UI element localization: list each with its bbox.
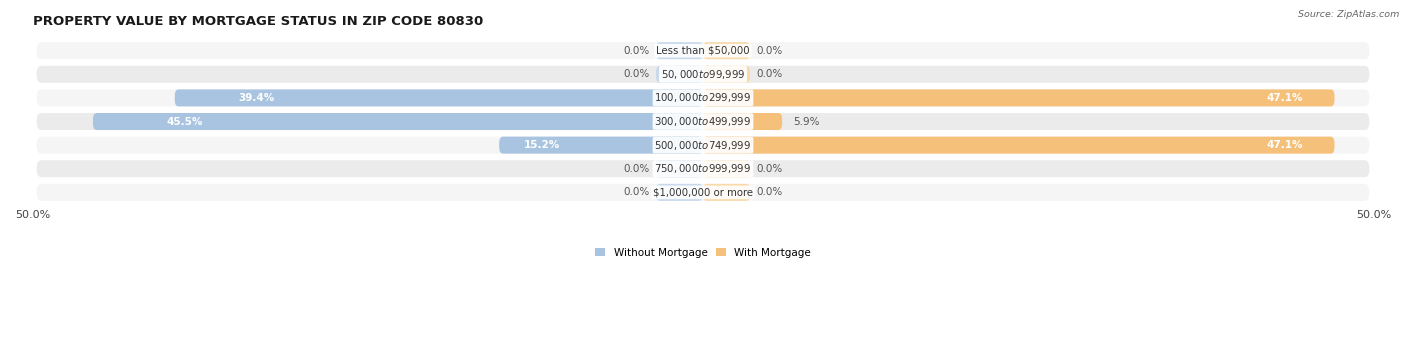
FancyBboxPatch shape: [657, 184, 703, 201]
Text: 0.0%: 0.0%: [756, 164, 783, 174]
Text: $50,000 to $99,999: $50,000 to $99,999: [661, 68, 745, 81]
FancyBboxPatch shape: [703, 66, 749, 83]
Text: 0.0%: 0.0%: [623, 187, 650, 197]
Legend: Without Mortgage, With Mortgage: Without Mortgage, With Mortgage: [591, 243, 815, 262]
FancyBboxPatch shape: [37, 160, 1369, 177]
Text: 0.0%: 0.0%: [756, 187, 783, 197]
FancyBboxPatch shape: [703, 89, 1334, 106]
FancyBboxPatch shape: [657, 66, 703, 83]
Text: 0.0%: 0.0%: [756, 69, 783, 79]
Text: 15.2%: 15.2%: [523, 140, 560, 150]
Text: $300,000 to $499,999: $300,000 to $499,999: [654, 115, 752, 128]
Text: 5.9%: 5.9%: [793, 117, 820, 127]
FancyBboxPatch shape: [657, 42, 703, 59]
FancyBboxPatch shape: [37, 66, 1369, 83]
Text: 45.5%: 45.5%: [166, 117, 202, 127]
Text: Source: ZipAtlas.com: Source: ZipAtlas.com: [1298, 10, 1399, 19]
FancyBboxPatch shape: [703, 184, 749, 201]
FancyBboxPatch shape: [174, 89, 703, 106]
Text: 47.1%: 47.1%: [1267, 93, 1303, 103]
FancyBboxPatch shape: [499, 137, 703, 154]
Text: 39.4%: 39.4%: [238, 93, 274, 103]
Text: Less than $50,000: Less than $50,000: [657, 46, 749, 56]
Text: PROPERTY VALUE BY MORTGAGE STATUS IN ZIP CODE 80830: PROPERTY VALUE BY MORTGAGE STATUS IN ZIP…: [32, 15, 482, 28]
FancyBboxPatch shape: [703, 42, 749, 59]
Text: 0.0%: 0.0%: [623, 69, 650, 79]
Text: $1,000,000 or more: $1,000,000 or more: [652, 187, 754, 197]
FancyBboxPatch shape: [703, 113, 782, 130]
FancyBboxPatch shape: [37, 184, 1369, 201]
Text: $750,000 to $999,999: $750,000 to $999,999: [654, 162, 752, 175]
FancyBboxPatch shape: [703, 160, 749, 177]
FancyBboxPatch shape: [93, 113, 703, 130]
FancyBboxPatch shape: [703, 137, 1334, 154]
FancyBboxPatch shape: [37, 89, 1369, 106]
FancyBboxPatch shape: [37, 42, 1369, 59]
FancyBboxPatch shape: [37, 113, 1369, 130]
FancyBboxPatch shape: [657, 160, 703, 177]
Text: 0.0%: 0.0%: [623, 164, 650, 174]
FancyBboxPatch shape: [37, 137, 1369, 154]
Text: $500,000 to $749,999: $500,000 to $749,999: [654, 139, 752, 152]
Text: 0.0%: 0.0%: [756, 46, 783, 56]
Text: 47.1%: 47.1%: [1267, 140, 1303, 150]
Text: $100,000 to $299,999: $100,000 to $299,999: [654, 91, 752, 104]
Text: 0.0%: 0.0%: [623, 46, 650, 56]
